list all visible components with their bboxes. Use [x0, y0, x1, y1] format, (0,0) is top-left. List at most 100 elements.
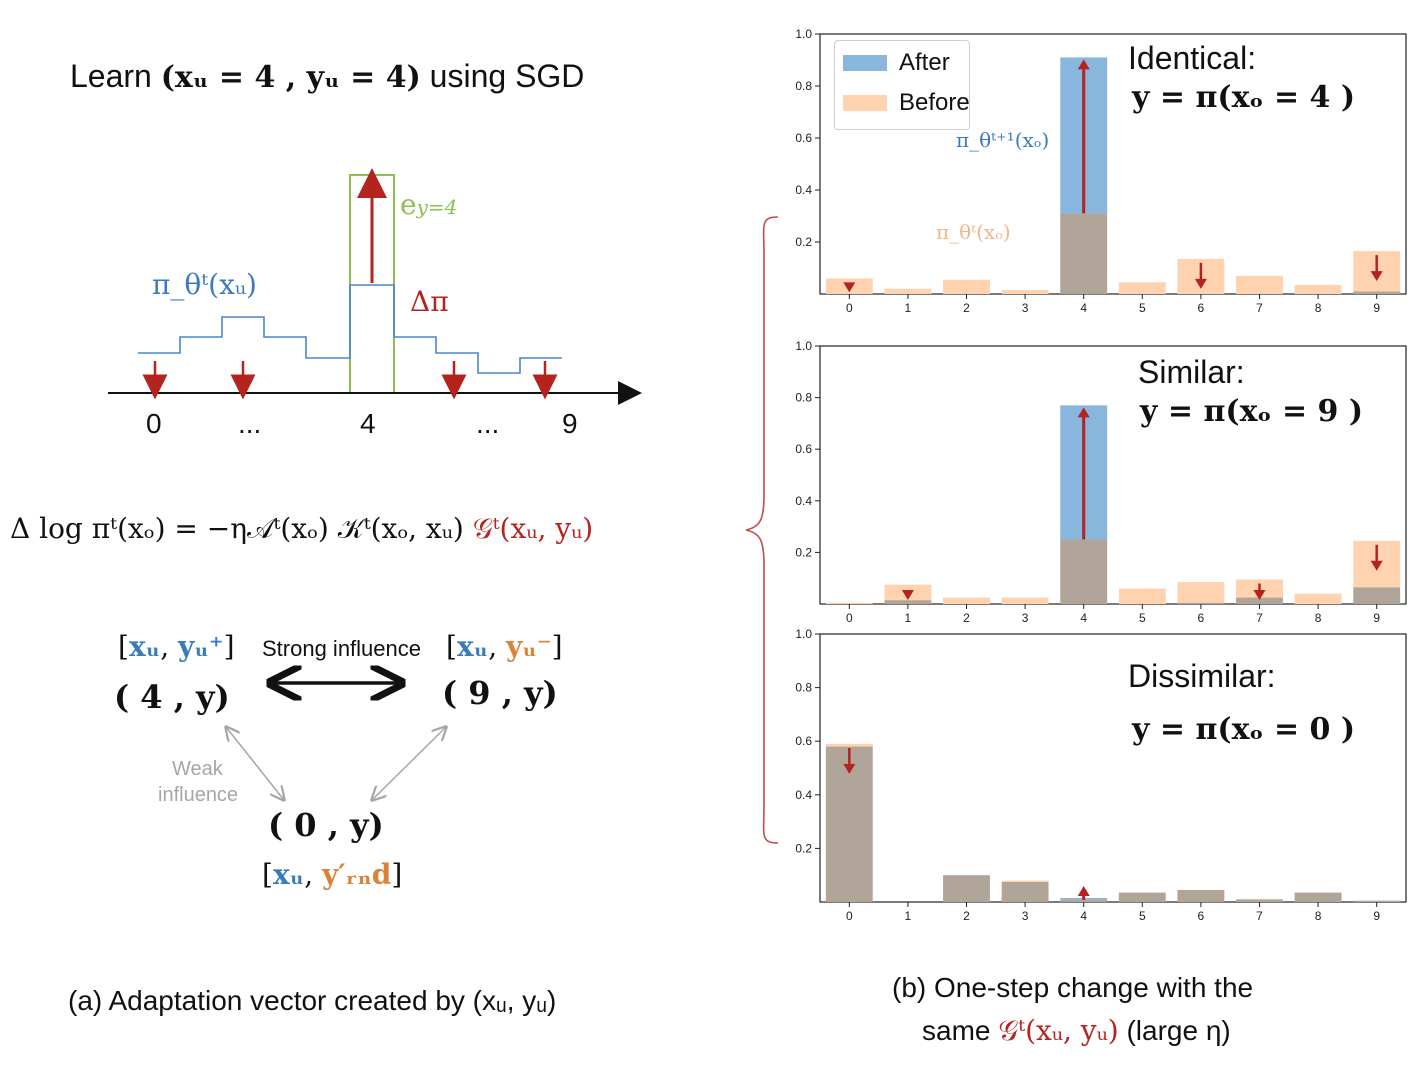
- neg-y: yᵤ⁻: [506, 630, 552, 663]
- chart-2-bar-before-8: [1294, 593, 1342, 604]
- chart-1-bar-before-7: [1236, 275, 1283, 294]
- chart-3-ytick-label-1: 0.8: [795, 681, 812, 695]
- influence-arrows: [0, 0, 700, 900]
- caption2-suffix: (large η): [1118, 1015, 1231, 1046]
- pair-4: ( 4 , y): [114, 678, 230, 716]
- chart-2-xtick-label-5: 5: [1139, 611, 1146, 625]
- chart-1-down-arrow-head-6: [1194, 278, 1207, 289]
- chart-3-ytick-label-2: 0.6: [795, 734, 812, 748]
- chart-3-subtitle: y = π(xₒ = 0 ): [1132, 712, 1356, 747]
- chart-3-frame: [819, 633, 1407, 903]
- chart-2-ytick-label-0: 1.0: [795, 339, 812, 353]
- chart-2-bar-before-3: [1001, 597, 1049, 604]
- weak-influence-label-1: Weak: [172, 758, 223, 780]
- chart-3-bar-overlap-9: [1353, 900, 1401, 902]
- chart-2-xtick-label-6: 6: [1198, 611, 1205, 625]
- chart-1-down-arrow-head-0: [843, 282, 856, 293]
- e-label-main: e: [400, 188, 417, 221]
- chart-2-xtick-label-3: 3: [1022, 611, 1029, 625]
- chart-3-bar-overlap-7: [1236, 899, 1283, 902]
- curly-brace: [745, 216, 779, 844]
- title-prefix: Learn: [70, 58, 161, 94]
- legend-after-swatch: [843, 55, 887, 71]
- rnd-y: y′ᵣₙd: [322, 858, 392, 891]
- main-equation: Δ log πᵗ(xₒ) = −η𝒜ᵗ(xₒ) 𝒦ᵗ(xₒ, xᵤ) 𝒢ᵗ(xᵤ…: [10, 512, 593, 546]
- chart-2-bar-before-5: [1118, 588, 1166, 604]
- equation-lhs: Δ log πᵗ(xₒ) = −η𝒜ᵗ(xₒ) 𝒦ᵗ(xₒ, xᵤ): [10, 512, 464, 545]
- chart-2-subtitle: y = π(xₒ = 9 ): [1140, 394, 1364, 429]
- legend: After Before: [834, 40, 970, 130]
- axis-tick-0: 0: [146, 408, 162, 439]
- chart-2-bar-before-0: [825, 602, 873, 604]
- chart-1-down-arrow-head-9: [1370, 271, 1383, 282]
- chart-1-up-arrow-head-4: [1077, 59, 1090, 70]
- pair-0: ( 0 , y): [268, 806, 384, 844]
- chart-3-bar-overlap-2: [943, 875, 990, 902]
- pos-pair-label: [xᵤ, yᵤ⁺]: [118, 630, 235, 663]
- chart-1-ytick-label-3: 0.4: [795, 183, 812, 197]
- chart-1-xtick-label-1: 1: [905, 301, 912, 315]
- chart-1-bar-overlap-4: [1060, 213, 1108, 294]
- chart-1-subtitle: y = π(xₒ = 4 ): [1132, 80, 1356, 115]
- legend-before-swatch: [843, 95, 887, 111]
- chart-1-xtick-label-4: 4: [1080, 301, 1087, 315]
- bar-charts: 1.0 0.8 0.6 0.4 0.2 0 1 2 3 4 5 6 7 8 9 1.0 0.8 0.6 0.4 0.2…: [795, 27, 1407, 920]
- chart-1-xtick-label-3: 3: [1022, 301, 1029, 315]
- chart-1-ytick-label-2: 0.6: [795, 131, 812, 145]
- chart-3-bar-before-0: [825, 743, 873, 747]
- strong-influence-label: Strong influence: [262, 636, 421, 661]
- left-title: Learn (xᵤ = 4 , yᵤ = 4) using SGD: [70, 58, 584, 95]
- chart-3-title: Dissimilar:: [1128, 658, 1276, 694]
- chart-2-ytick-label-1: 0.8: [795, 391, 812, 405]
- chart-1-xtick-label-9: 9: [1373, 301, 1380, 315]
- chart-2-bar-overlap-7: [1236, 597, 1283, 604]
- chart-3-xtick-label-3: 3: [1022, 909, 1029, 920]
- chart-2-down-arrow-head-7: [1253, 590, 1266, 600]
- prob-curve: [138, 284, 562, 374]
- pair-9: ( 9 , y): [442, 674, 558, 712]
- chart-3-bar-overlap-6: [1177, 889, 1225, 902]
- chart-3-xtick-label-1: 1: [905, 909, 912, 920]
- chart-3-bar-before-3: [1001, 880, 1049, 882]
- chart-3-ytick-label-0: 1.0: [795, 627, 812, 641]
- chart-1-ytick-label-1: 0.8: [795, 79, 812, 93]
- title-math: (xᵤ = 4 , yᵤ = 4): [160, 60, 421, 95]
- caption2-prefix: same: [922, 1015, 999, 1046]
- delta-pi-label: Δπ: [410, 285, 449, 318]
- chart-2-xtick-label-8: 8: [1315, 611, 1322, 625]
- chart-1-xtick-label-5: 5: [1139, 301, 1146, 315]
- e-label: ey=4: [400, 188, 457, 221]
- chart-1-ytick-label-4: 0.2: [795, 235, 812, 249]
- chart-3-xtick-label-2: 2: [963, 909, 970, 920]
- chart-2-xtick-label-9: 9: [1373, 611, 1380, 625]
- axis-tick-9: 9: [562, 408, 578, 439]
- chart-1-bar-before-8: [1294, 284, 1342, 294]
- chart-2-bar-overlap-6: [1177, 602, 1225, 604]
- left-caption: (a) Adaptation vector created by (xᵤ, yᵤ…: [68, 985, 557, 1016]
- chart-3-xtick-label-9: 9: [1373, 909, 1380, 920]
- chart-3-bar-overlap-5: [1118, 892, 1166, 902]
- axis-tick-dots-2: ...: [476, 408, 500, 439]
- chart-3-xtick-label-4: 4: [1080, 909, 1087, 920]
- chart-2-frame: [819, 345, 1407, 605]
- chart-3-xtick-label-0: 0: [846, 909, 853, 920]
- chart-2-bar-overlap-1: [884, 600, 932, 604]
- chart-2-down-arrow-head-9: [1370, 560, 1383, 571]
- chart-3-xtick-label-7: 7: [1256, 909, 1263, 920]
- before-annotation: π_θᵗ(xₒ): [936, 220, 1011, 244]
- right-caption-line2: same 𝒢ᵗ(xᵤ, yᵤ) (large η): [922, 1014, 1231, 1048]
- chart-1-xtick-label-7: 7: [1256, 301, 1263, 315]
- chart-3-down-arrow-head-0: [843, 763, 856, 774]
- chart-1-bar-before-1: [884, 288, 932, 294]
- chart-2-bar-overlap-9: [1353, 587, 1401, 604]
- legend-after-label: After: [899, 49, 950, 76]
- chart-3-xtick-label-8: 8: [1315, 909, 1322, 920]
- chart-1-bar-before-5: [1118, 282, 1166, 294]
- axis-tick-dots-1: ...: [238, 408, 262, 439]
- chart-3-bar-overlap-4: [1060, 899, 1108, 902]
- right-caption-line1: (b) One-step change with the: [892, 972, 1254, 1003]
- chart-3-xtick-label-5: 5: [1139, 909, 1146, 920]
- chart-2-ytick-label-4: 0.2: [795, 545, 812, 559]
- chart-2-title: Similar:: [1138, 354, 1245, 390]
- chart-1-ytick-label-0: 1.0: [795, 27, 812, 41]
